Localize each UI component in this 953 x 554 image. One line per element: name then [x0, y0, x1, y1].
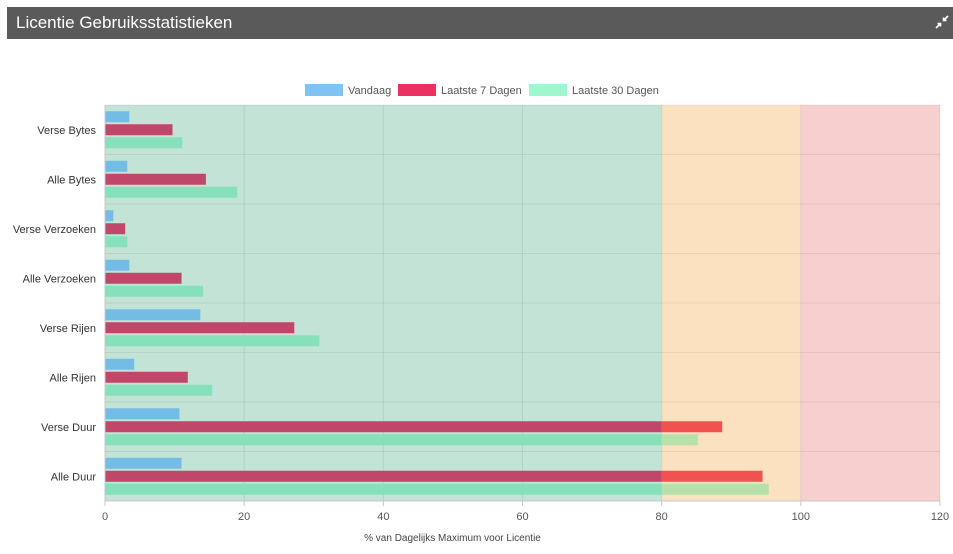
y-tick-label-alle-bytes: Alle Bytes: [47, 174, 96, 186]
bar-laatste-7-dagen-verse-duur: [105, 421, 662, 433]
bar-overflow-laatste-30-dagen-alle-duur: [661, 483, 769, 495]
bar-vandaag-verse-verzoeken: [105, 210, 114, 222]
y-tick-label-verse-rijen: Verse Rijen: [40, 323, 96, 335]
x-tick-label-40: 40: [377, 511, 389, 523]
x-tick-label-100: 100: [792, 511, 810, 523]
chart-area: Verse Bytes Alle Bytes Verse Verzoeken Alle…: [0, 40, 953, 549]
usage-bar-chart: Verse Bytes Alle Bytes Verse Verzoeken Alle…: [13, 84, 949, 544]
y-tick-label-alle-duur: Alle Duur: [51, 471, 97, 483]
bar-overflow-laatste-30-dagen-verse-duur: [661, 434, 698, 446]
panel-title: Licentie Gebruiksstatistieken: [16, 13, 233, 32]
x-tick-label-120: 120: [931, 511, 949, 523]
legend-label-vandaag: Vandaag: [348, 85, 391, 97]
y-tick-label-verse-duur: Verse Duur: [41, 422, 96, 434]
legend-swatch-vandaag: [305, 84, 343, 96]
bar-laatste-30-dagen-verse-verzoeken: [105, 236, 128, 248]
bar-vandaag-alle-verzoeken: [105, 259, 130, 271]
y-tick-label-verse-verzoeken: Verse Verzoeken: [13, 224, 96, 236]
x-tick-label-20: 20: [238, 511, 250, 523]
bar-laatste-30-dagen-verse-duur: [105, 434, 662, 446]
bar-vandaag-alle-duur: [105, 457, 182, 469]
x-tick-label-60: 60: [516, 511, 528, 523]
legend-swatch-laatste-30-dagen: [529, 84, 567, 96]
bar-laatste-7-dagen-alle-verzoeken: [105, 272, 182, 284]
bar-laatste-30-dagen-alle-rijen: [105, 384, 213, 396]
bar-laatste-7-dagen-verse-bytes: [105, 124, 173, 136]
bar-laatste-30-dagen-alle-verzoeken: [105, 285, 204, 297]
x-tick-label-0: 0: [102, 511, 108, 523]
y-tick-label-verse-bytes: Verse Bytes: [37, 125, 96, 137]
bar-vandaag-alle-rijen: [105, 358, 135, 370]
collapse-icon[interactable]: [935, 15, 949, 29]
x-tick-label-80: 80: [656, 511, 668, 523]
bar-overflow-laatste-7-dagen-alle-duur: [661, 470, 763, 482]
background-band-2: [800, 105, 940, 501]
legend-label-laatste-30-dagen: Laatste 30 Dagen: [572, 85, 659, 97]
bar-vandaag-verse-rijen: [105, 309, 201, 321]
bar-laatste-7-dagen-verse-rijen: [105, 322, 295, 334]
bar-laatste-30-dagen-verse-bytes: [105, 137, 183, 149]
y-tick-label-alle-verzoeken: Alle Verzoeken: [23, 273, 96, 285]
bar-laatste-7-dagen-alle-bytes: [105, 173, 206, 185]
legend-label-laatste-7-dagen: Laatste 7 Dagen: [441, 85, 522, 97]
bar-vandaag-verse-duur: [105, 408, 180, 420]
bar-laatste-7-dagen-alle-rijen: [105, 371, 188, 383]
y-tick-label-alle-rijen: Alle Rijen: [50, 372, 96, 384]
bar-overflow-laatste-7-dagen-verse-duur: [661, 421, 723, 433]
bar-laatste-30-dagen-alle-bytes: [105, 186, 238, 198]
bar-vandaag-alle-bytes: [105, 160, 128, 172]
bar-laatste-7-dagen-alle-duur: [105, 470, 662, 482]
panel-header: Licentie Gebruiksstatistieken: [7, 7, 953, 39]
bar-laatste-30-dagen-alle-duur: [105, 483, 662, 495]
bar-laatste-7-dagen-verse-verzoeken: [105, 223, 126, 235]
bar-vandaag-verse-bytes: [105, 111, 130, 123]
bar-laatste-30-dagen-verse-rijen: [105, 335, 320, 347]
x-axis-label: % van Dagelijks Maximum voor Licentie: [364, 533, 541, 544]
legend-swatch-laatste-7-dagen: [398, 84, 436, 96]
